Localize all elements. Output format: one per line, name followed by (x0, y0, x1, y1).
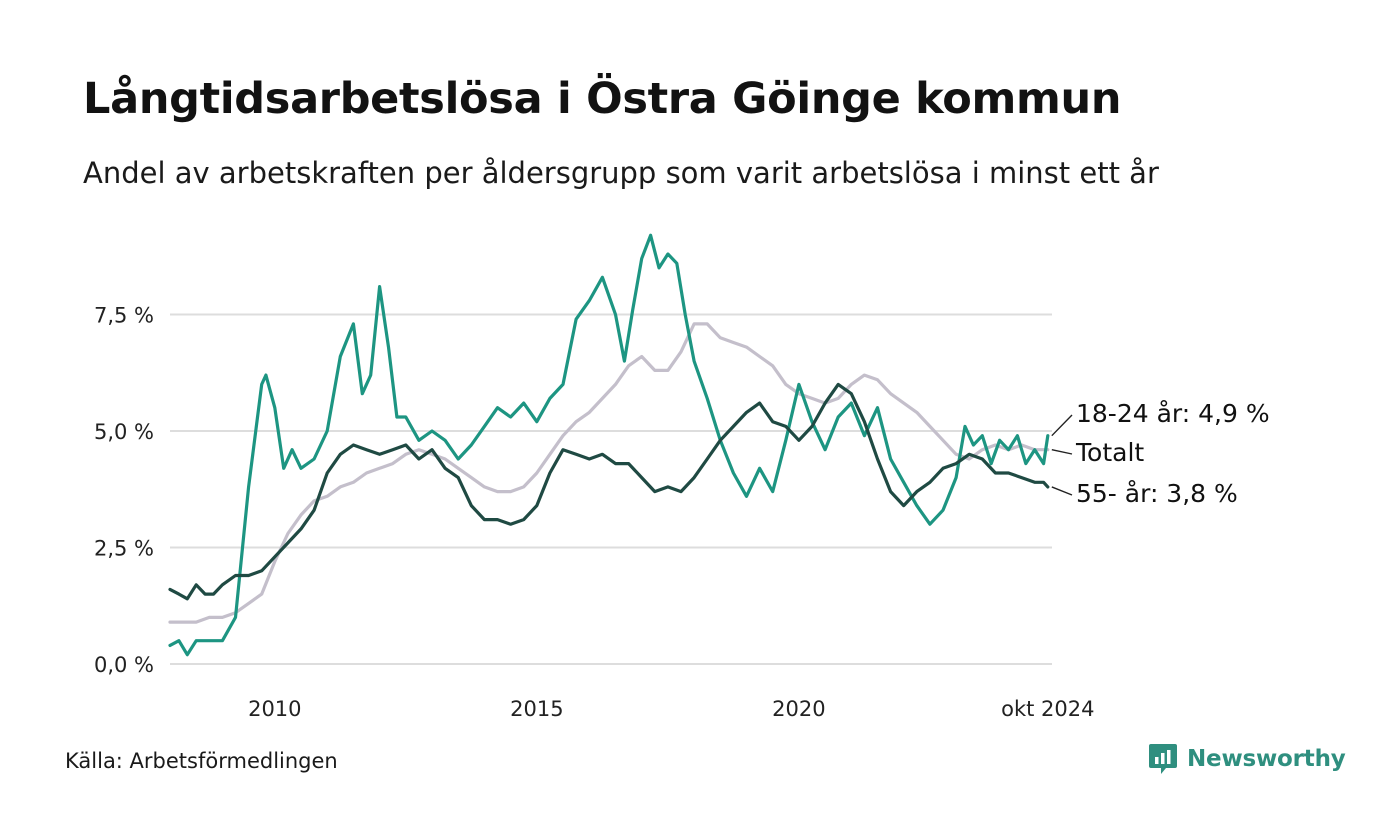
brand-name: Newsworthy (1187, 746, 1346, 772)
end-label-55-plus: 55- år: 3,8 % (1076, 479, 1238, 508)
y-tick-label: 0,0 % (94, 653, 154, 677)
x-tick-label: 2020 (772, 697, 825, 721)
source-note: Källa: Arbetsförmedlingen (65, 749, 338, 773)
x-axis-tick-labels: 2010 2015 2020 okt 2024 (248, 697, 1094, 721)
chart-title: Långtidsarbetslösa i Östra Göinge kommun (83, 74, 1122, 124)
bar-chart-logo-icon (1149, 744, 1177, 774)
leader-line (1051, 486, 1073, 496)
leader-line (1051, 448, 1073, 455)
series-line-totalt (168, 322, 1050, 624)
series-end-labels: Totalt 18-24 år: 4,9 % 55- år: 3,8 % (1051, 399, 1270, 508)
end-label-totalt: Totalt (1075, 438, 1144, 467)
brand-logo[interactable]: Newsworthy (1148, 742, 1346, 776)
series-lines (168, 233, 1050, 657)
y-tick-label: 7,5 % (94, 304, 154, 328)
chart-subtitle: Andel av arbetskraften per åldersgrupp s… (83, 156, 1159, 190)
leader-line (1051, 414, 1073, 437)
gridlines (170, 313, 1052, 665)
end-label-18-24: 18-24 år: 4,9 % (1076, 399, 1270, 428)
y-axis-tick-labels: 0,0 % 2,5 % 5,0 % 7,5 % (94, 304, 154, 677)
y-tick-label: 2,5 % (94, 537, 154, 561)
x-tick-label: okt 2024 (1001, 697, 1094, 721)
x-tick-label: 2010 (248, 697, 301, 721)
y-tick-label: 5,0 % (94, 420, 154, 444)
series-line-55-plus (168, 382, 1050, 601)
series-line-18-24 (168, 233, 1050, 657)
x-tick-label: 2015 (510, 697, 563, 721)
